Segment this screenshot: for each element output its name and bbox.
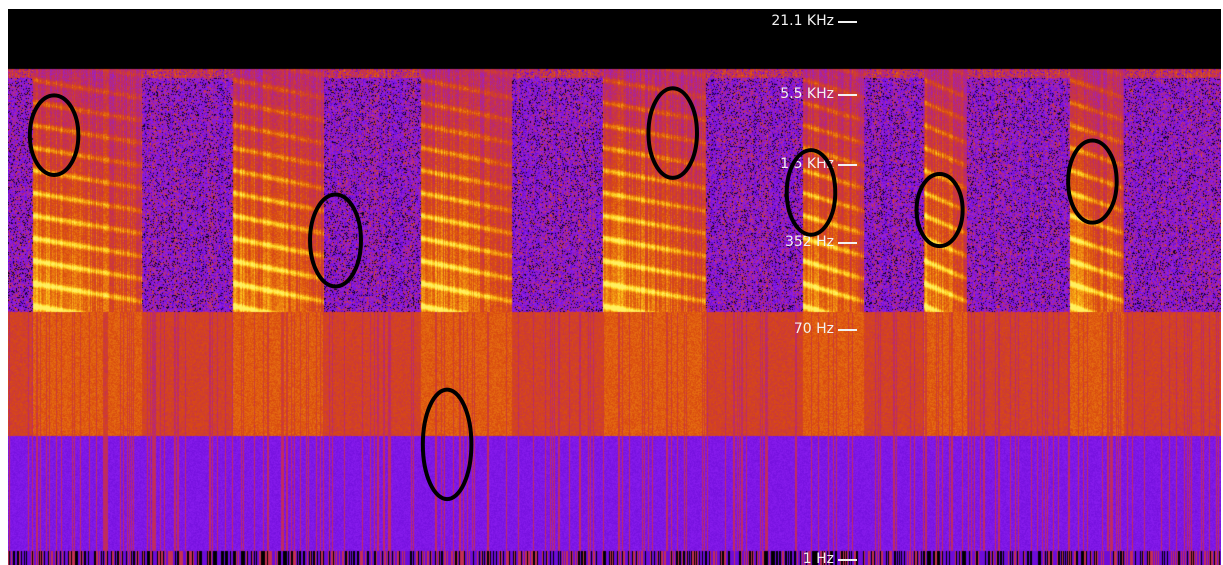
frequency-tick-label: 352 Hz [784, 234, 834, 251]
frequency-tick [838, 559, 857, 561]
annotation-layer [27, 86, 1119, 502]
frequency-tick [838, 329, 857, 332]
spectrogram-panel: 21.1 KHz 5.5 KHz 1.5 KHz 352 Hz 70 Hz 1 Hz [8, 9, 1221, 565]
annotation-ellipse [308, 192, 363, 289]
annotation-ellipse [27, 93, 81, 177]
frequency-tick-label: 70 Hz [793, 321, 834, 338]
frequency-tick [838, 242, 857, 245]
annotation-ellipse [420, 387, 474, 502]
spectrogram-heatmap [8, 9, 1221, 565]
annotation-ellipse [914, 171, 965, 249]
frequency-tick-label: 5.5 KHz [780, 85, 834, 102]
annotation-ellipse [784, 148, 838, 237]
frequency-tick [838, 21, 857, 23]
frequency-tick [838, 93, 857, 96]
annotation-ellipse [646, 86, 699, 180]
frequency-tick-label: 1 Hz [802, 551, 834, 565]
annotation-ellipse [1066, 138, 1119, 225]
frequency-tick-label: 21.1 KHz [771, 13, 834, 29]
frequency-tick [838, 163, 857, 166]
